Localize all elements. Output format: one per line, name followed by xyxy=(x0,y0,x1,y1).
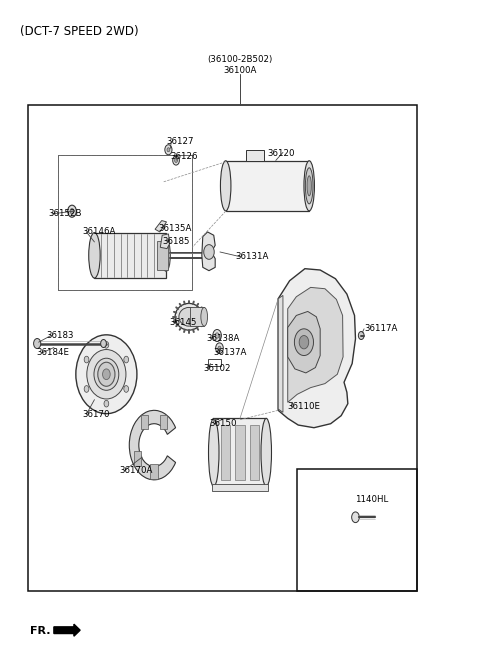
Circle shape xyxy=(204,245,214,259)
Text: 36110E: 36110E xyxy=(288,403,321,411)
Circle shape xyxy=(218,346,221,350)
Text: 36185: 36185 xyxy=(163,238,190,246)
Bar xyxy=(58,155,192,290)
Text: 36120: 36120 xyxy=(268,149,295,158)
Text: 36126: 36126 xyxy=(171,152,198,161)
Circle shape xyxy=(103,369,110,380)
Circle shape xyxy=(175,158,178,162)
Circle shape xyxy=(213,329,221,342)
Text: 36138A: 36138A xyxy=(206,333,240,343)
Text: 1140HL: 1140HL xyxy=(356,495,389,504)
Circle shape xyxy=(70,209,74,214)
Circle shape xyxy=(104,401,109,407)
Polygon shape xyxy=(288,311,320,373)
FancyArrow shape xyxy=(54,624,80,636)
Bar xyxy=(141,415,148,429)
Ellipse shape xyxy=(175,303,203,330)
Ellipse shape xyxy=(305,168,313,204)
Text: 36137A: 36137A xyxy=(214,348,247,357)
Circle shape xyxy=(104,342,109,348)
Circle shape xyxy=(294,329,313,356)
Circle shape xyxy=(167,148,170,152)
Text: 36170: 36170 xyxy=(83,410,110,419)
Circle shape xyxy=(165,145,172,155)
Circle shape xyxy=(101,340,107,348)
Ellipse shape xyxy=(220,161,231,211)
Text: 36131A: 36131A xyxy=(235,252,269,261)
Circle shape xyxy=(299,336,309,349)
Text: (DCT-7 SPEED 2WD): (DCT-7 SPEED 2WD) xyxy=(21,25,139,38)
Polygon shape xyxy=(288,287,343,403)
Bar xyxy=(297,469,417,590)
Circle shape xyxy=(84,386,89,393)
Text: 36117A: 36117A xyxy=(364,324,397,333)
Circle shape xyxy=(124,356,129,363)
Ellipse shape xyxy=(87,350,126,399)
Bar xyxy=(190,307,204,326)
Ellipse shape xyxy=(201,307,207,326)
Bar xyxy=(95,233,166,278)
Ellipse shape xyxy=(94,358,119,391)
Text: 36127: 36127 xyxy=(166,137,193,146)
Circle shape xyxy=(68,205,76,217)
Ellipse shape xyxy=(307,176,312,196)
Circle shape xyxy=(359,331,364,340)
Bar xyxy=(150,464,158,479)
Wedge shape xyxy=(129,411,176,480)
Text: 36146A: 36146A xyxy=(83,227,116,236)
Ellipse shape xyxy=(89,233,100,278)
Bar xyxy=(221,425,230,480)
Polygon shape xyxy=(155,221,167,232)
Bar xyxy=(214,418,266,486)
Circle shape xyxy=(215,333,219,338)
Ellipse shape xyxy=(162,240,170,271)
Circle shape xyxy=(84,356,89,363)
Ellipse shape xyxy=(76,335,137,414)
Bar xyxy=(250,425,259,480)
Text: FR.: FR. xyxy=(30,626,50,636)
Text: 36102: 36102 xyxy=(204,364,231,373)
Bar xyxy=(157,240,168,270)
Circle shape xyxy=(98,362,115,386)
Text: 36150: 36150 xyxy=(209,419,237,428)
Text: 36184E: 36184E xyxy=(36,348,69,358)
Circle shape xyxy=(34,338,41,348)
Circle shape xyxy=(216,343,223,354)
Bar xyxy=(134,451,142,466)
Bar xyxy=(246,150,264,161)
Bar xyxy=(212,484,268,491)
Bar xyxy=(58,155,192,290)
Text: 36152B: 36152B xyxy=(48,209,82,218)
Bar xyxy=(28,105,417,590)
Text: 36170A: 36170A xyxy=(120,466,153,475)
Text: 36145: 36145 xyxy=(169,317,197,327)
Polygon shape xyxy=(202,232,215,270)
Circle shape xyxy=(124,386,129,393)
Polygon shape xyxy=(278,295,283,413)
Ellipse shape xyxy=(304,161,314,211)
Circle shape xyxy=(173,156,180,165)
Bar xyxy=(160,415,168,429)
Text: 36135A: 36135A xyxy=(159,224,192,233)
Circle shape xyxy=(352,512,360,523)
Text: 36183: 36183 xyxy=(47,331,74,340)
Ellipse shape xyxy=(179,307,199,326)
Bar xyxy=(226,161,309,211)
Polygon shape xyxy=(278,268,356,427)
Text: (36100-2B502)
36100A: (36100-2B502) 36100A xyxy=(207,55,273,75)
Polygon shape xyxy=(160,234,170,249)
Ellipse shape xyxy=(261,418,272,486)
Ellipse shape xyxy=(208,418,219,486)
Bar xyxy=(235,425,245,480)
